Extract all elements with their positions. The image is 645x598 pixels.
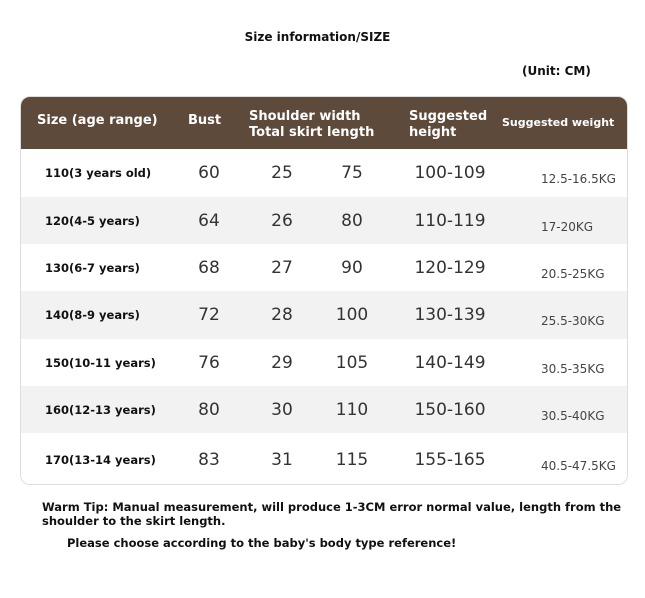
table-cell: 17-20KG bbox=[541, 219, 594, 234]
table-cell: 64 bbox=[198, 210, 220, 231]
table-cell: 83 bbox=[198, 449, 220, 470]
table-cell: 29 bbox=[271, 352, 293, 373]
table-cell: 140-149 bbox=[414, 352, 486, 373]
table-cell: 30.5-35KG bbox=[541, 361, 605, 376]
table-row: 120(4-5 years) 64 26 80 110-119 17-20KG bbox=[21, 197, 627, 244]
table-cell: 160(12-13 years) bbox=[45, 402, 156, 417]
table-cell: 80 bbox=[198, 399, 220, 420]
table-cell: 170(13-14 years) bbox=[45, 452, 156, 467]
table-row: 160(12-13 years) 80 30 110 150-160 30.5-40KG bbox=[21, 386, 627, 433]
table-cell: 155-165 bbox=[414, 449, 486, 470]
size-table: Size (age range) Bust Shoulder width Total… bbox=[20, 96, 628, 485]
table-cell: 40.5-47.5KG bbox=[541, 458, 616, 473]
column-header: Suggested weight bbox=[502, 116, 615, 129]
title: Size information/SIZE bbox=[244, 30, 391, 44]
table-cell: 26 bbox=[271, 210, 293, 231]
table-cell: 100-109 bbox=[414, 163, 486, 183]
column-header: Bust bbox=[188, 113, 222, 128]
table-cell: 30 bbox=[271, 399, 293, 420]
table-cell: 100 bbox=[335, 305, 369, 325]
table-cell: 72 bbox=[198, 305, 220, 325]
table-header: Size (age range) Bust Shoulder width Total… bbox=[21, 97, 627, 149]
warm-tip: Warm Tip: Manual measurement, will produ… bbox=[42, 500, 622, 528]
unit: (Unit: CM) bbox=[522, 64, 591, 78]
table-cell: 30.5-40KG bbox=[541, 408, 605, 423]
column-header: Size (age range) bbox=[37, 113, 158, 128]
table-cell: 25.5-30KG bbox=[541, 314, 605, 328]
table-row: 170(13-14 years) 83 31 115 155-165 40.5-47.5K… bbox=[21, 433, 627, 484]
table-cell: 27 bbox=[271, 257, 293, 278]
table-cell: 115 bbox=[335, 449, 369, 470]
table-cell: 75 bbox=[341, 163, 363, 183]
note: Please choose according to the baby's bo… bbox=[67, 536, 457, 550]
table-cell: 76 bbox=[198, 352, 220, 373]
table-cell: 130-139 bbox=[414, 305, 486, 325]
table-cell: 110(3 years old) bbox=[45, 166, 152, 180]
table-cell: 60 bbox=[198, 163, 220, 183]
table-cell: 120-129 bbox=[414, 257, 486, 278]
table-row: 110(3 years old) 60 25 75 100-109 12.5-16.5KG bbox=[21, 149, 627, 197]
table-cell: 12.5-16.5KG bbox=[541, 172, 616, 186]
table-row: 140(8-9 years) 72 28 100 130-139 25.5-30KG bbox=[21, 291, 627, 339]
table-cell: 68 bbox=[198, 257, 220, 278]
table-cell: 150-160 bbox=[414, 399, 486, 420]
table-row: 130(6-7 years) 68 27 90 120-129 20.5-25KG bbox=[21, 244, 627, 291]
table-cell: 105 bbox=[335, 352, 369, 373]
table-cell: 31 bbox=[271, 449, 293, 470]
table-cell: 150(10-11 years) bbox=[45, 355, 156, 370]
table-cell: 28 bbox=[271, 305, 293, 325]
table-cell: 20.5-25KG bbox=[541, 266, 605, 281]
table-cell: 110 bbox=[335, 399, 369, 420]
table-cell: 130(6-7 years) bbox=[45, 260, 140, 275]
table-row: 150(10-11 years) 76 29 105 140-149 30.5-35KG bbox=[21, 339, 627, 386]
column-header: Shoulder width Total skirt length bbox=[249, 109, 375, 140]
table-cell: 120(4-5 years) bbox=[45, 213, 140, 228]
column-header: Suggested height bbox=[409, 109, 488, 140]
table-cell: 90 bbox=[341, 257, 363, 278]
table-cell: 80 bbox=[341, 210, 363, 231]
table-cell: 140(8-9 years) bbox=[45, 308, 140, 322]
table-cell: 25 bbox=[271, 163, 293, 183]
table-cell: 110-119 bbox=[414, 210, 486, 231]
